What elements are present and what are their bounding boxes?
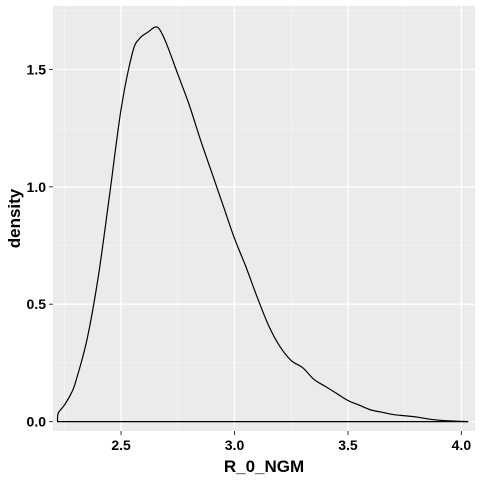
x-axis-title: R_0_NGM xyxy=(224,457,304,476)
minor-gridlines xyxy=(53,6,475,431)
y-tick-label: 1.0 xyxy=(27,179,47,195)
x-tick-label: 3.5 xyxy=(338,437,358,453)
y-axis: 0.0 0.5 1.0 1.5 xyxy=(27,61,53,430)
y-tick-label: 0.5 xyxy=(27,296,47,312)
x-axis: 2.5 3.0 3.5 4.0 xyxy=(111,431,471,453)
density-baseline xyxy=(56,416,469,423)
y-tick-label: 1.5 xyxy=(27,61,47,77)
x-tick-label: 4.0 xyxy=(452,437,472,453)
y-axis-title: density xyxy=(5,188,24,248)
y-tick-label: 0.0 xyxy=(27,414,47,430)
x-tick-label: 2.5 xyxy=(111,437,131,453)
x-tick-label: 3.0 xyxy=(225,437,245,453)
density-curve xyxy=(56,26,469,423)
